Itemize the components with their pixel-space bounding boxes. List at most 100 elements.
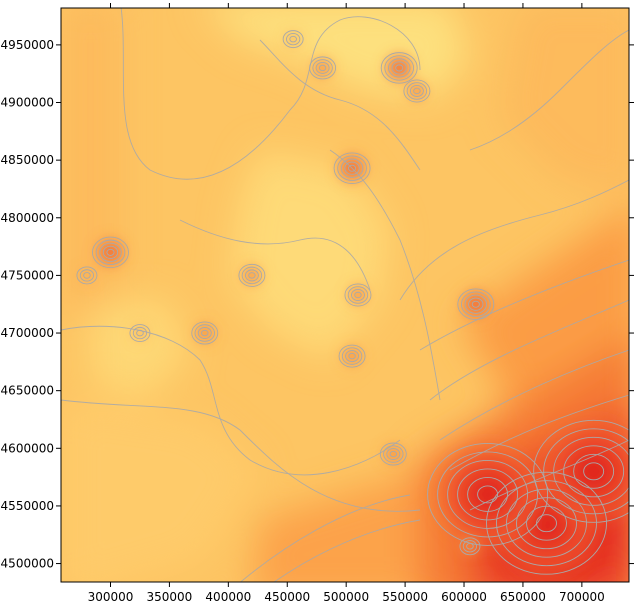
- hotspot-contour-ring: [241, 266, 263, 285]
- hotspot: [427, 434, 548, 555]
- y-tick-label: 4650000: [1, 384, 54, 398]
- hotspot-contour-ring: [309, 56, 337, 80]
- hotspot-contour-ring: [282, 30, 304, 49]
- hotspot-contour-ring: [92, 236, 129, 269]
- hotspot-contour-ring: [384, 55, 415, 81]
- x-tick-label: 650000: [500, 590, 546, 604]
- contour-line: [449, 394, 629, 471]
- hotspot-contour-ring: [387, 58, 411, 78]
- hotspot-contour-ring: [496, 480, 597, 567]
- hotspot-contour-ring: [338, 344, 366, 368]
- orange-band-southwest: [252, 470, 460, 582]
- hotspot-contour-ring: [351, 289, 365, 301]
- hotspot: [129, 323, 150, 344]
- hotspot-contour-ring: [197, 327, 212, 340]
- contour-line: [179, 219, 371, 291]
- contour-line: [329, 149, 441, 401]
- hotspot-contour-ring: [471, 300, 480, 308]
- hotspot-contour-ring: [486, 471, 607, 575]
- hotspot-contour-ring: [403, 79, 431, 103]
- y-tick-label: 4550000: [1, 499, 54, 513]
- hotspot-contour-ring: [289, 35, 297, 43]
- x-tick-label: 400000: [205, 590, 251, 604]
- y-axis: 4500000 4550000 4600000 4650000 4700000 47500…: [1, 38, 634, 571]
- hotspot-contour-ring: [348, 352, 356, 360]
- contour-line: [419, 259, 629, 351]
- hotspot-contour-ring: [459, 537, 481, 556]
- hotspot-contour-ring: [457, 288, 495, 320]
- contour-line: [240, 494, 411, 582]
- y-tick-label: 4850000: [1, 153, 54, 167]
- hotspot: [339, 343, 366, 370]
- x-tick-label: 450000: [264, 590, 310, 604]
- hotspot-contour-ring: [583, 462, 605, 481]
- x-tick-label: 300000: [88, 590, 134, 604]
- hotspot-contours: [76, 30, 629, 575]
- x-tick-label: 550000: [382, 590, 428, 604]
- plot-frame: [60, 7, 630, 583]
- x-tick-label: 500000: [323, 590, 369, 604]
- hotspot-contour-ring: [573, 453, 615, 489]
- x-tick-label: 350000: [147, 590, 193, 604]
- hotspot: [191, 320, 218, 347]
- hotspot-contour-ring: [238, 263, 266, 287]
- y-tick-label: 4900000: [1, 96, 54, 110]
- hotspot-contour-ring: [464, 294, 488, 314]
- y-tick-label: 4700000: [1, 326, 54, 340]
- y-tick-label: 4500000: [1, 557, 54, 571]
- x-axis-ticks: [109, 3, 583, 587]
- hotspot-contour-ring: [95, 239, 126, 266]
- hotspot: [533, 411, 629, 532]
- hotspot-contour-ring: [79, 269, 95, 282]
- hotspot-contour-ring: [76, 266, 98, 285]
- hotspot-contour-ring: [136, 329, 144, 337]
- y-tick-label: 4950000: [1, 38, 54, 52]
- hotspot-contour-ring: [386, 448, 401, 461]
- hotspot-contour-ring: [99, 242, 122, 262]
- hotspot-contour-ring: [106, 248, 115, 256]
- hotspot: [457, 286, 494, 323]
- hotspot: [381, 49, 418, 86]
- light-band-left: [90, 300, 190, 400]
- hotspot-contour-ring: [345, 350, 360, 363]
- hotspot: [283, 29, 304, 50]
- hotspot-contour-ring: [129, 324, 151, 342]
- hotspot-contour-ring: [83, 272, 91, 279]
- hotspot-contour-ring: [477, 485, 499, 504]
- hotspot-contour-ring: [437, 451, 539, 538]
- hotspot-contour-ring: [244, 269, 259, 282]
- hotspot-contour-ring: [383, 445, 404, 463]
- light-band-bottomleft: [61, 400, 260, 582]
- hotspot-contour-ring: [466, 542, 474, 550]
- contour-line: [61, 399, 421, 512]
- hotspot-contour-ring: [333, 152, 371, 184]
- x-axis-tick-labels: 300000 350000 400000 450000 500000 550000 6000…: [88, 590, 605, 604]
- hotspot-contour-ring: [348, 164, 357, 172]
- hotspot-contour-ring: [413, 87, 421, 95]
- hotspot-contour-ring: [286, 33, 301, 46]
- plot-area: [61, 8, 629, 582]
- hotspot: [459, 536, 480, 557]
- hotspot-contour-ring: [468, 297, 484, 311]
- hotspot: [92, 234, 129, 271]
- mid-band-topright: [500, 8, 629, 198]
- hotspot: [76, 265, 97, 286]
- hotspot-contour-ring: [389, 450, 398, 458]
- hotspot-contour-ring: [315, 61, 330, 74]
- hotspot-contour-ring: [427, 442, 549, 546]
- y-axis-tick-labels: 4500000 4550000 4600000 4650000 4700000 47500…: [1, 38, 54, 571]
- hotspot-contour-ring: [102, 245, 119, 259]
- contour-lines: [61, 8, 629, 582]
- x-tick-label: 700000: [559, 590, 605, 604]
- hotspot: [309, 54, 336, 81]
- hotspot-contour-ring: [395, 64, 404, 72]
- hotspot-contour-ring: [379, 442, 407, 466]
- hotspot: [238, 262, 265, 289]
- hotspot-contour-ring: [337, 155, 367, 181]
- x-tick-label: 600000: [441, 590, 487, 604]
- hotspot-contour-ring: [506, 488, 587, 558]
- hotspot-contour-ring: [354, 291, 362, 299]
- contour-line: [399, 179, 629, 301]
- hotspot: [344, 282, 371, 308]
